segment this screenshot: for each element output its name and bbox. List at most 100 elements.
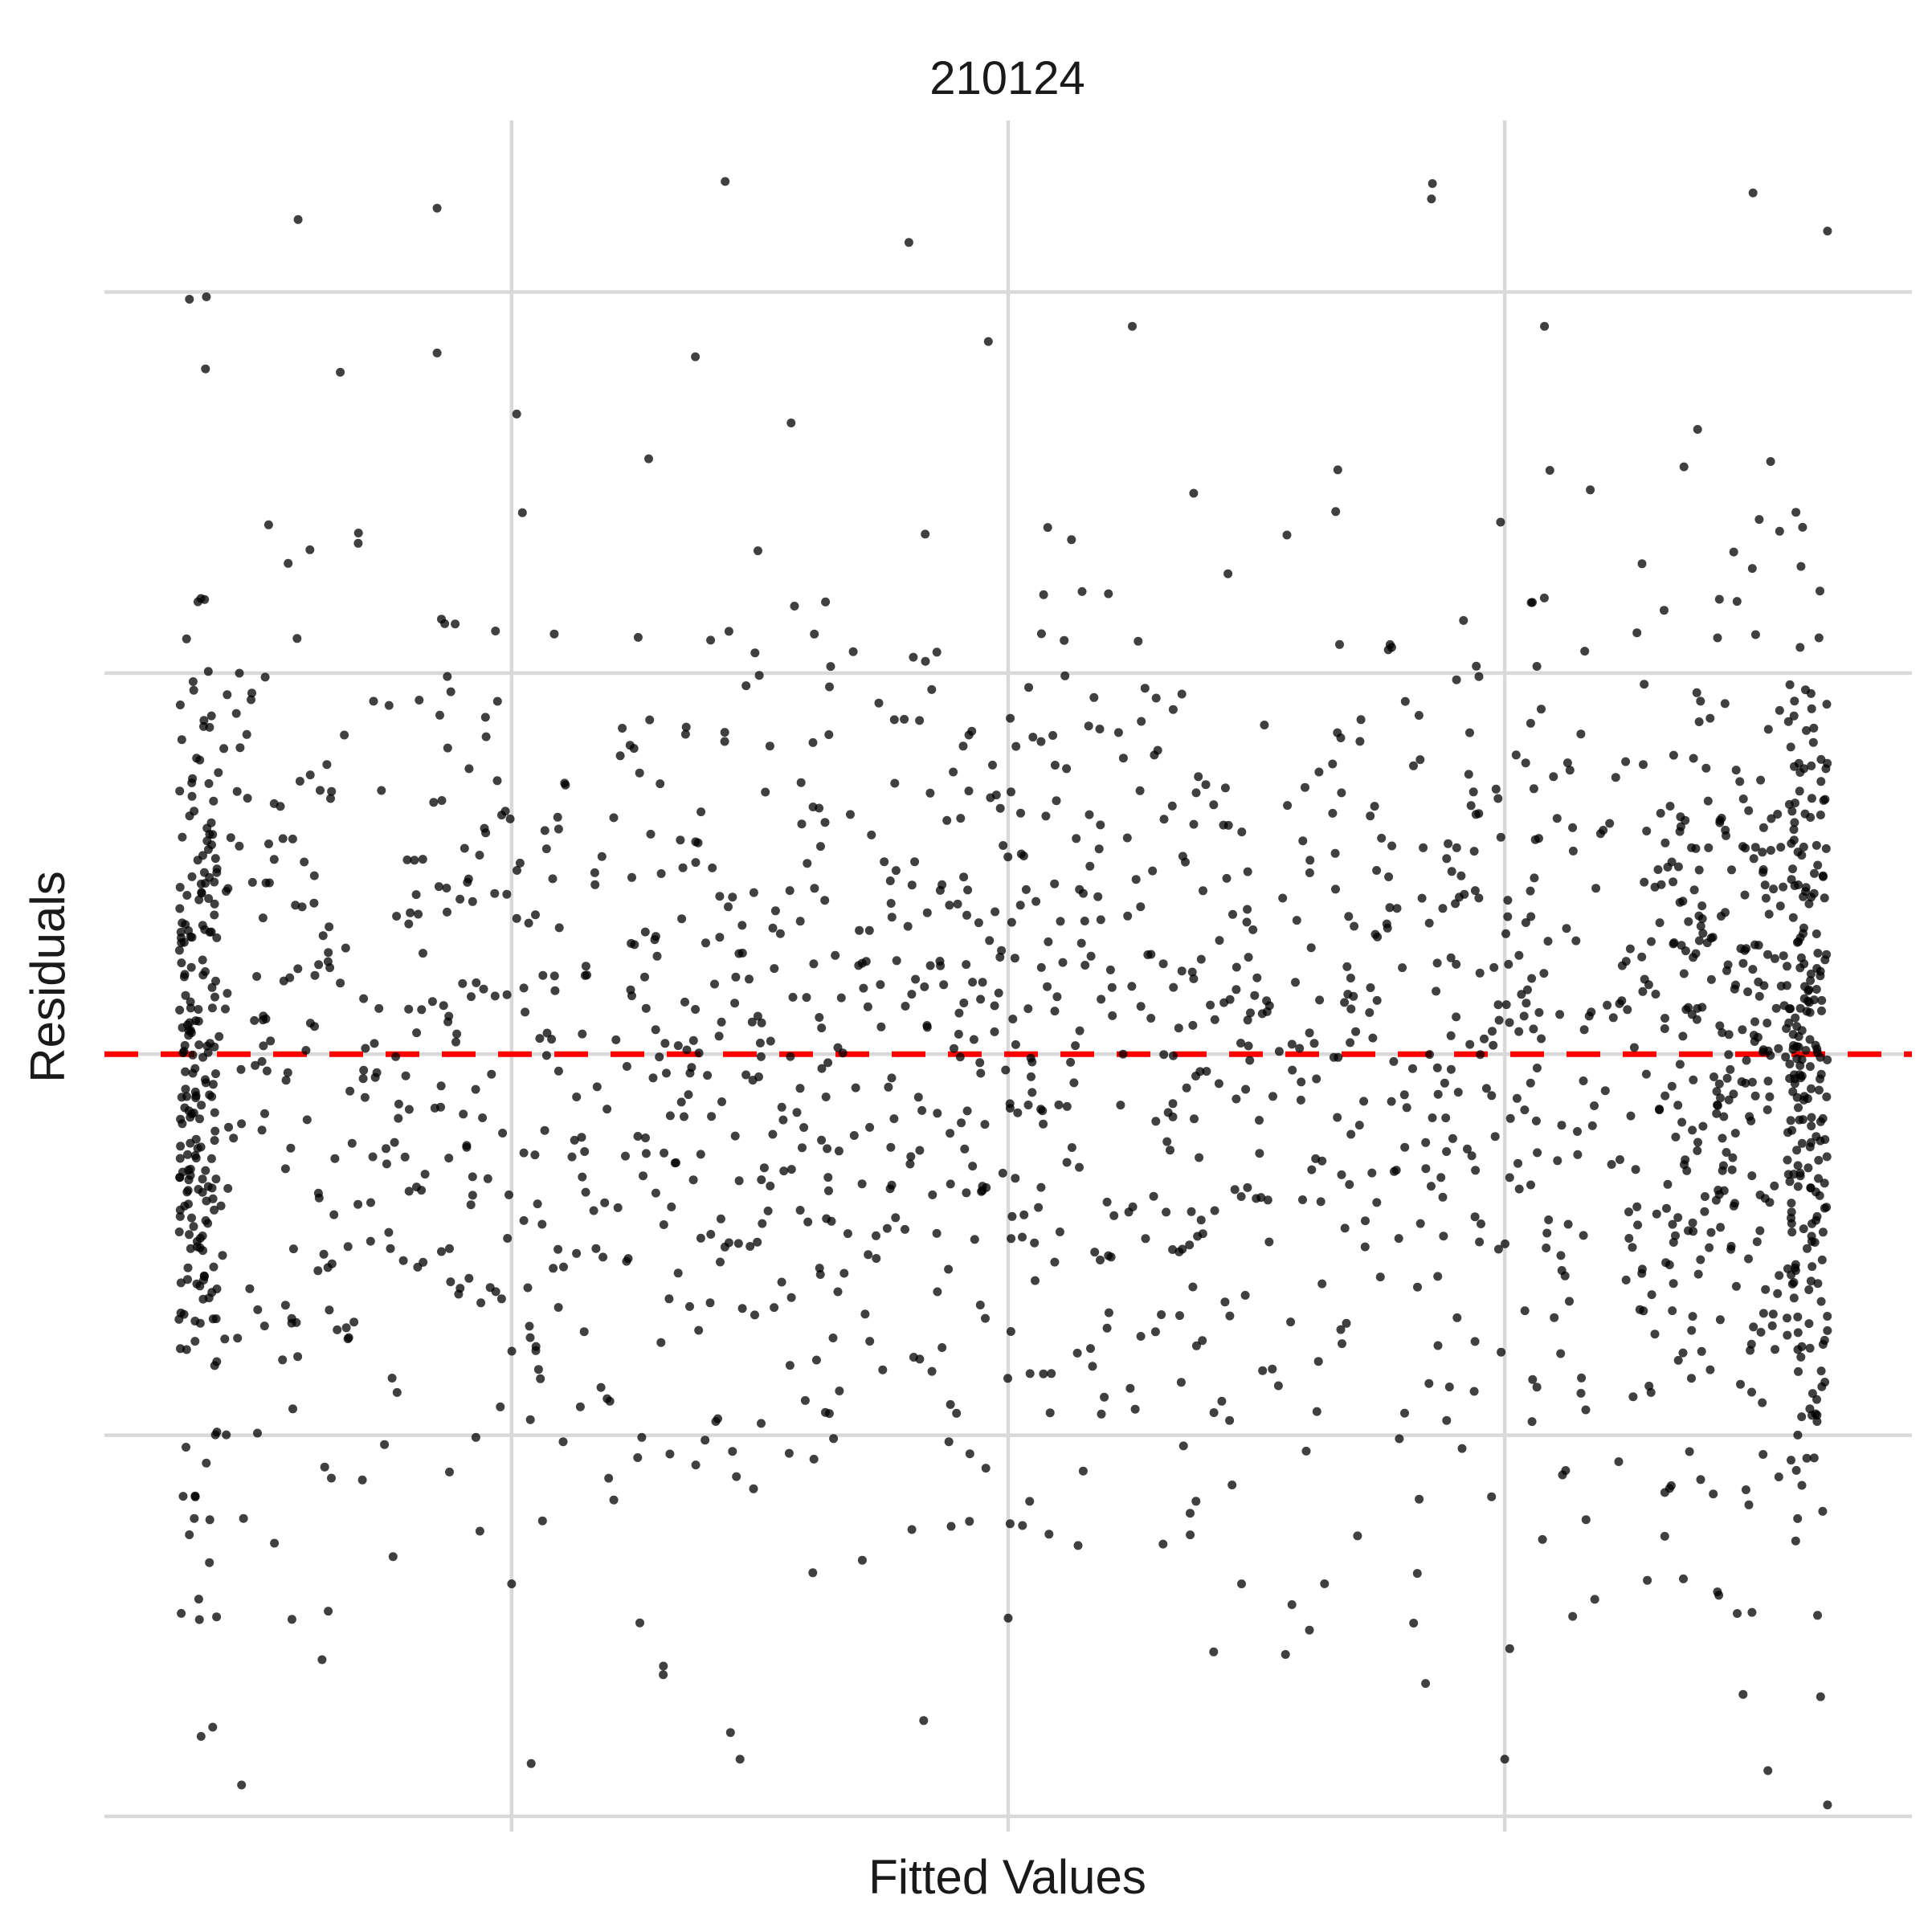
- data-point: [1738, 842, 1747, 852]
- data-point: [1799, 1224, 1808, 1234]
- data-point: [203, 667, 213, 676]
- data-point: [802, 993, 811, 1003]
- data-point: [1442, 1147, 1452, 1156]
- data-point: [1366, 983, 1375, 992]
- data-point: [1742, 944, 1751, 954]
- data-point: [1681, 946, 1690, 956]
- data-point: [823, 1058, 833, 1068]
- data-point: [187, 1213, 196, 1223]
- data-point: [590, 880, 600, 889]
- data-point: [672, 1158, 680, 1167]
- data-point: [1765, 1092, 1775, 1101]
- data-point: [995, 803, 1005, 813]
- data-point: [1206, 1000, 1215, 1010]
- data-point: [1766, 457, 1775, 466]
- data-point: [1793, 1513, 1803, 1523]
- data-point: [1754, 977, 1763, 986]
- data-point: [519, 1215, 529, 1225]
- data-point: [1669, 938, 1679, 947]
- data-point: [1313, 1357, 1323, 1366]
- data-point: [1807, 1084, 1816, 1093]
- data-point: [205, 1515, 214, 1525]
- data-point: [193, 1144, 202, 1153]
- data-point: [1194, 772, 1203, 782]
- data-point: [1246, 1008, 1255, 1018]
- data-point: [1220, 1297, 1230, 1307]
- data-point: [1243, 1015, 1252, 1025]
- data-point: [1816, 777, 1826, 786]
- data-point: [865, 1122, 875, 1132]
- data-point: [1577, 1373, 1587, 1383]
- data-point: [1288, 1065, 1297, 1075]
- data-point: [175, 1211, 185, 1221]
- data-point: [1168, 705, 1178, 714]
- data-point: [1188, 1020, 1198, 1030]
- data-point: [872, 1231, 880, 1240]
- data-point: [660, 1148, 669, 1158]
- data-point: [1758, 865, 1768, 874]
- data-point: [176, 1308, 186, 1317]
- data-point: [1333, 465, 1342, 475]
- data-point: [1517, 990, 1526, 999]
- data-point: [472, 978, 481, 987]
- data-point: [701, 938, 710, 948]
- data-point: [1716, 1093, 1725, 1103]
- data-point: [404, 919, 414, 929]
- data-point: [720, 737, 729, 746]
- data-point: [264, 839, 273, 848]
- data-point: [1389, 1056, 1399, 1066]
- data-point: [615, 751, 625, 761]
- data-point: [1556, 1349, 1566, 1358]
- data-point: [1013, 1108, 1023, 1117]
- data-point: [1523, 985, 1532, 995]
- data-point: [1797, 1412, 1807, 1422]
- data-point: [559, 1262, 568, 1272]
- data-point: [710, 979, 719, 989]
- data-point: [1048, 731, 1058, 740]
- data-point: [1760, 880, 1770, 890]
- data-point: [1729, 1201, 1738, 1211]
- data-point: [1576, 1388, 1586, 1398]
- data-point: [1673, 1213, 1683, 1223]
- data-point: [1682, 1166, 1692, 1175]
- data-point: [1754, 941, 1763, 950]
- data-point: [400, 1152, 410, 1162]
- data-point: [1034, 1203, 1044, 1212]
- data-point: [1784, 1018, 1794, 1027]
- data-point: [202, 1458, 211, 1468]
- data-point: [825, 682, 834, 692]
- data-point: [1169, 1051, 1178, 1060]
- data-point: [1060, 635, 1069, 645]
- data-point: [724, 627, 733, 636]
- data-point: [1031, 897, 1041, 906]
- data-point: [1812, 840, 1821, 850]
- data-point: [191, 1093, 201, 1103]
- data-point: [262, 1066, 272, 1076]
- data-point: [1084, 810, 1094, 819]
- data-point: [1372, 866, 1382, 875]
- data-point: [1465, 728, 1474, 737]
- data-point: [521, 1007, 530, 1017]
- data-point: [889, 715, 899, 725]
- data-point: [570, 1135, 579, 1145]
- data-point: [834, 1146, 844, 1156]
- data-point: [175, 786, 185, 796]
- data-point: [326, 794, 335, 803]
- data-point: [707, 1112, 717, 1121]
- data-point: [1755, 1226, 1765, 1236]
- data-point: [1351, 1027, 1361, 1036]
- data-point: [765, 741, 774, 751]
- data-point: [293, 964, 303, 974]
- data-point: [1668, 1219, 1677, 1229]
- data-point: [946, 1179, 955, 1189]
- data-point: [1675, 1060, 1685, 1069]
- data-point: [1822, 1203, 1832, 1212]
- data-point: [1668, 1306, 1677, 1316]
- data-point: [1805, 1343, 1815, 1353]
- data-point: [775, 929, 785, 938]
- data-point: [1767, 814, 1776, 823]
- data-point: [976, 995, 986, 1004]
- data-point: [411, 890, 421, 900]
- data-point: [1199, 886, 1207, 896]
- data-point: [186, 1164, 195, 1174]
